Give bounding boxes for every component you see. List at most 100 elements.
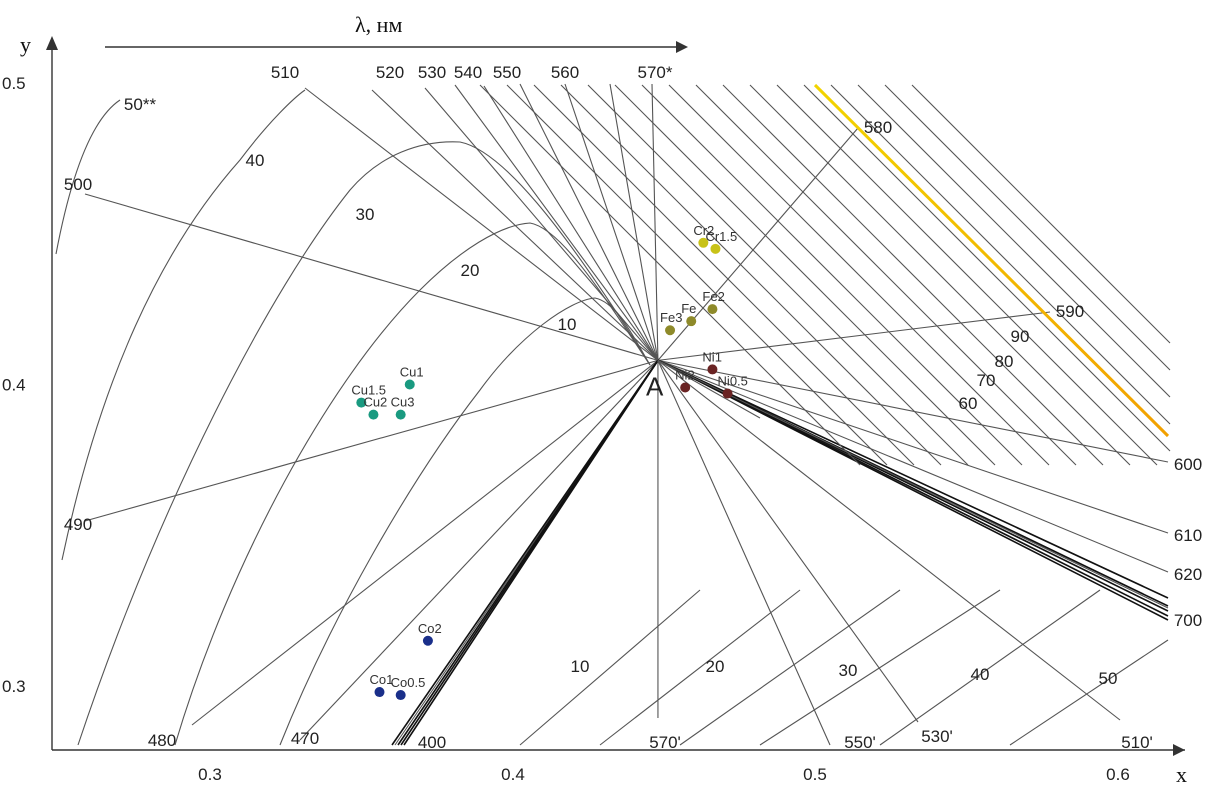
purity-line [679,589,901,746]
purity-label: 90 [1011,327,1030,346]
y-tick-label: 0.4 [2,376,26,395]
purity-line [479,84,861,466]
purity-line [641,84,1023,466]
purity-curve [77,141,651,746]
wavelength-axis-label: λ, нм [355,12,402,37]
point-label: Co2 [418,621,442,636]
y-tick-label: 0.3 [2,677,26,696]
wavelength-label: 570' [649,733,681,752]
x-axis-label: x [1176,762,1187,787]
purity-label: 20 [706,657,725,676]
wavelength-label: 510' [1121,733,1153,752]
wavelength-label: 600 [1174,455,1202,474]
data-point [698,237,709,248]
wavelength-label: 610 [1174,526,1202,545]
point-label: Cu1 [400,365,424,380]
point-label: Ni1 [702,349,722,364]
point-label: Fe [681,301,696,316]
data-point [665,325,676,336]
purity-line [614,84,996,466]
wavelength-line [304,87,659,361]
wavelength-label: 700 [1174,611,1202,630]
purity-line [911,84,1171,344]
purity-curve [174,222,651,746]
wavelength-line [191,359,659,726]
white-point-label: A [646,371,664,401]
purity-label: 50** [124,95,157,114]
purity-line [519,589,701,746]
wavelength-line [299,360,659,741]
wavelength-label: 480 [148,731,176,750]
data-point [422,635,433,646]
point-label: Co0.5 [391,675,426,690]
wavelength-label: 470 [291,729,319,748]
wavelength-line [657,359,1169,621]
y-axis-arrow [46,36,58,50]
point-label: Ni0.5 [718,374,748,389]
x-tick-label: 0.6 [1106,765,1130,784]
purity-line [857,84,1171,398]
purity-label: 60 [959,394,978,413]
wavelength-line [657,359,1169,534]
wavelength-label: 490 [64,515,92,534]
labels: y x λ, нм 0.3 0.4 0.5 0.6 0.3 0.4 0.5 510 520 530 540… [2,12,1202,787]
purity-line [776,84,1158,466]
wavelength-label: 620 [1174,565,1202,584]
purity-line [884,84,1171,371]
purity-label: 40 [246,151,265,170]
wavelength-label: 550' [844,733,876,752]
point-label: Cr2 [693,223,714,238]
wavelength-line [657,359,1169,609]
x-tick-label: 0.3 [198,765,222,784]
purity-label: 80 [995,352,1014,371]
wavelength-line [657,360,831,746]
wavelength-line [657,359,761,419]
purity-line [1009,639,1169,746]
wavelength-line [424,87,659,361]
point-label: Cu1.5 [351,383,386,398]
purity-label: 10 [558,315,577,334]
y-tick-label: 0.5 [2,74,26,93]
purity-curve [61,89,306,561]
grid-lines [55,83,1171,746]
point-label: Cr1.5 [705,229,737,244]
wavelength-line [483,85,659,361]
wavelength-line [651,83,659,361]
axes [46,36,1185,756]
purity-line [749,84,1131,466]
wavelength-line [657,360,919,723]
wavelength-label: 510 [271,63,299,82]
data-point [356,397,367,408]
wavelength-label: 530 [418,63,446,82]
point-label: Cu2 [363,395,387,410]
data-point [395,409,406,420]
purity-label: 40 [971,665,990,684]
data-point [395,690,406,701]
purity-line [830,84,1171,425]
wavelength-label: 550 [493,63,521,82]
point-label: Ni2 [675,368,695,383]
x-tick-label: 0.5 [803,765,827,784]
purity-line [560,84,942,466]
purity-curve [55,99,121,255]
wavelength-line [657,359,1169,573]
purity-line [722,84,1104,466]
purity-line [759,589,1001,746]
purity-line [506,84,888,466]
wavelength-label: 570* [638,63,673,82]
point-label: Co1 [369,672,393,687]
data-point [686,316,697,327]
data-point [707,364,718,375]
wavelength-axis-arrow [676,41,688,53]
data-point [374,687,385,698]
purity-line [803,84,1171,452]
wavelength-line [564,83,659,361]
purity-line [599,589,801,746]
purity-line [668,84,1050,466]
wavelength-line [657,359,1169,599]
purity-label: 10 [571,657,590,676]
data-point [368,409,379,420]
wavelength-label: 590 [1056,302,1084,321]
